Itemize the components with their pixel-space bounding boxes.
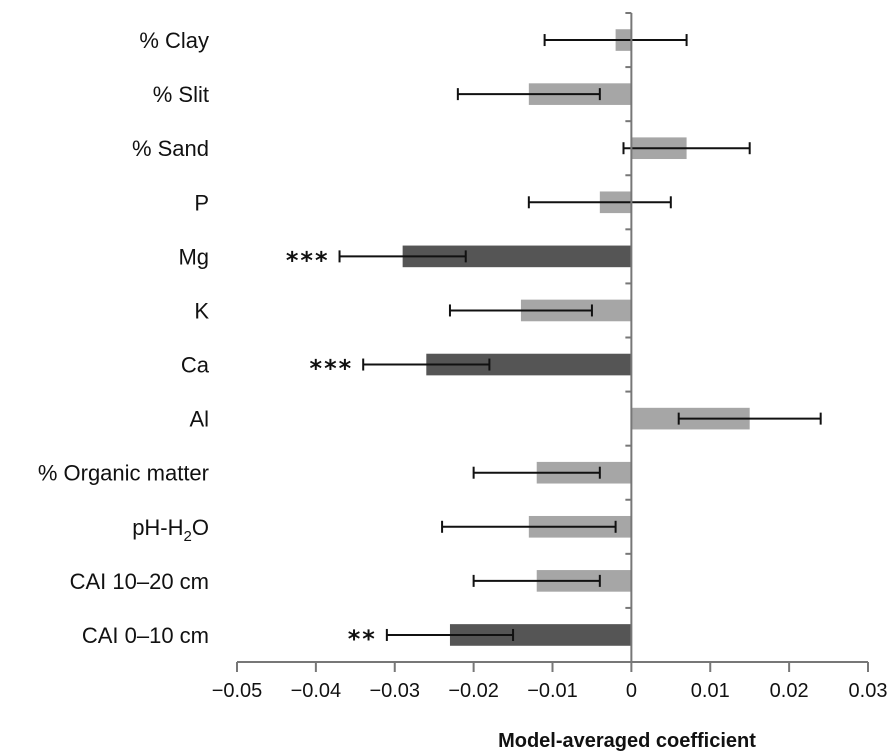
significance-marker: **: [348, 625, 377, 653]
x-tick-label: 0.02: [770, 680, 809, 702]
x-tick-label: −0.02: [448, 680, 499, 702]
significance-marker: ***: [286, 246, 330, 274]
significance-marker: ***: [310, 355, 354, 383]
x-tick-label: 0: [626, 680, 637, 702]
category-label: Ca: [181, 353, 210, 378]
category-label: P: [194, 190, 209, 215]
category-label: % Organic matter: [38, 461, 209, 486]
category-label: K: [194, 298, 209, 323]
bar: [402, 245, 632, 268]
category-label: % Clay: [139, 28, 209, 53]
bar: [426, 353, 632, 376]
x-tick-label: 0.01: [691, 680, 730, 702]
x-tick-label: −0.01: [527, 680, 578, 702]
x-tick-label: −0.04: [291, 680, 342, 702]
category-label: % Slit: [153, 82, 209, 107]
category-label: % Sand: [132, 136, 209, 161]
category-label: pH-H2O: [132, 515, 209, 545]
category-label: Al: [189, 407, 209, 432]
x-axis-title: Model-averaged coefficient: [498, 730, 756, 752]
x-tick-label: 0.03: [849, 680, 888, 702]
category-label: CAI 10–20 cm: [70, 569, 209, 594]
category-label: Mg: [178, 244, 209, 269]
x-tick-label: −0.05: [212, 680, 263, 702]
category-label: CAI 0–10 cm: [82, 623, 209, 648]
x-tick-label: −0.03: [369, 680, 420, 702]
bar: [449, 624, 632, 646]
